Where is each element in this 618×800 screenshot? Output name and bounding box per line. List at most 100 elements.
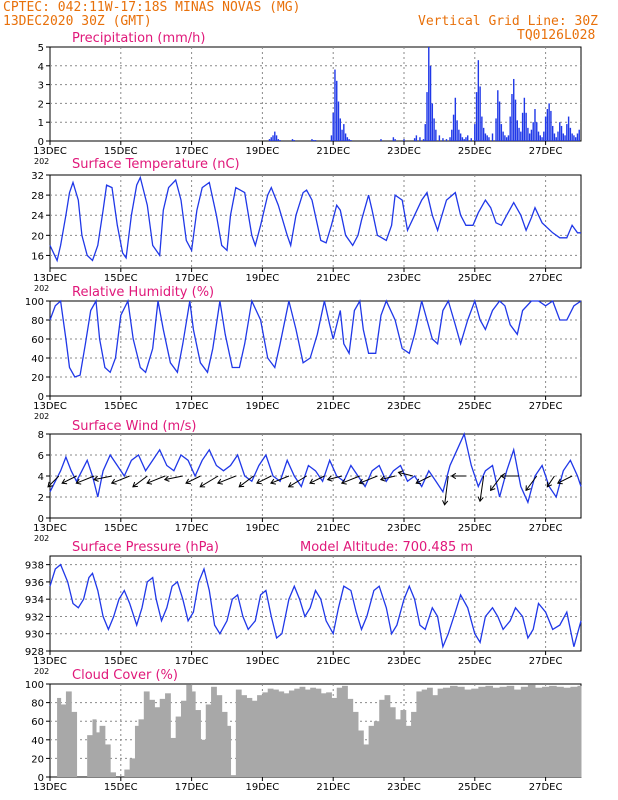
- precip-bar: [578, 129, 580, 141]
- cloud-bar: [347, 698, 354, 777]
- wind-xtick-label: 13DEC: [33, 523, 67, 534]
- precip-bar: [569, 127, 572, 141]
- precip-bar: [424, 124, 426, 141]
- wind-arrow-head: [93, 475, 99, 482]
- cloud-bar: [241, 695, 247, 777]
- precip-bar: [559, 122, 561, 141]
- cloud-bar: [373, 721, 380, 777]
- pres-panel: [46, 555, 582, 655]
- cloud-bar: [405, 725, 412, 777]
- cloud-bar: [195, 710, 201, 777]
- wind-ytick-label: 6: [38, 451, 44, 462]
- cloud-bar: [60, 704, 67, 777]
- pres-ytick-label: 934: [25, 595, 44, 606]
- cloud-bar: [450, 685, 458, 777]
- rh-xtick-label: 21DEC: [316, 401, 350, 412]
- cloud-bar: [246, 697, 253, 777]
- pres-ytick-label: 932: [25, 612, 44, 623]
- temp-panel: [46, 174, 582, 272]
- precip-bar: [314, 140, 317, 141]
- temp-xtick-label: 21DEC: [316, 273, 350, 284]
- precip-bar: [481, 116, 483, 141]
- precip-bar: [274, 131, 276, 141]
- precip-bar: [491, 133, 494, 141]
- cloud-bar: [421, 689, 428, 777]
- pres-ytick-label: 928: [25, 647, 44, 658]
- precip-bar: [470, 138, 472, 141]
- cloud-xtick-label: 27DEC: [529, 782, 563, 793]
- precip-bar: [337, 101, 340, 141]
- cloud-bar: [527, 684, 536, 777]
- wind-arrow-head: [199, 482, 206, 488]
- precip-bar: [270, 137, 272, 141]
- precip-bar: [479, 86, 481, 141]
- cloud-panel: [46, 683, 582, 781]
- cloud-bar: [165, 693, 171, 777]
- wind-xtick-label: 19DEC: [246, 523, 280, 534]
- cloud-bar: [143, 691, 150, 777]
- cloud-bar: [110, 772, 116, 777]
- rh-ytick-label: 20: [31, 373, 44, 384]
- rh-xtick-label: 13DEC: [33, 401, 67, 412]
- pres-xtick-label: 23DEC: [387, 656, 421, 667]
- cloud-bar: [384, 695, 391, 777]
- header-station: CPTEC: 042:11W-17:18S MINAS NOVAS (MG): [3, 0, 301, 15]
- temp-ytick-label: 28: [31, 191, 44, 202]
- wind-arrow-head: [132, 481, 138, 488]
- wind-arrow: [327, 475, 343, 481]
- cloud-bar: [357, 730, 364, 777]
- precip-bar: [520, 131, 522, 141]
- cloud-bar: [99, 725, 106, 777]
- precip-bar: [435, 129, 437, 141]
- precip-xtick-label: 25DEC: [458, 146, 492, 157]
- precip-bar: [555, 137, 557, 141]
- precip-bar: [461, 137, 464, 141]
- precip-bar: [419, 137, 421, 141]
- precip-bar: [513, 78, 515, 141]
- cloud-ytick-label: 0: [38, 773, 44, 784]
- cloud-bar: [129, 758, 136, 777]
- cloud-bar: [170, 737, 177, 777]
- cloud-xtick-label: 13DEC: [33, 782, 67, 793]
- precip-bar: [551, 125, 554, 141]
- precip-bar: [334, 69, 336, 141]
- cloud-bar: [310, 687, 316, 777]
- precip-bar: [341, 129, 343, 141]
- precip-bar: [403, 139, 405, 141]
- cloud-bar: [368, 725, 375, 777]
- wind-arrow-head: [525, 485, 531, 492]
- precip-bar: [275, 135, 278, 141]
- precip-bar: [495, 118, 497, 141]
- precip-ytick-label: 1: [38, 118, 44, 129]
- rh-frame: [49, 300, 582, 397]
- wind-ytick-label: 2: [38, 493, 44, 504]
- precip-bar: [557, 131, 559, 141]
- cloud-bar: [96, 732, 101, 777]
- wind-arrow-head: [397, 470, 404, 477]
- precip-bar: [537, 131, 540, 141]
- cloud-bar: [227, 725, 232, 777]
- wind-arrow-head: [47, 481, 54, 488]
- precip-bar: [536, 122, 538, 141]
- cloud-bar: [149, 699, 155, 777]
- wind-arrow-head: [556, 478, 563, 485]
- cloud-bar: [513, 689, 522, 777]
- cloud-bar: [71, 711, 78, 777]
- wind-arrow: [47, 475, 60, 488]
- cloud-bar: [57, 697, 62, 777]
- cloud-xtick-label: 19DEC: [246, 782, 280, 793]
- header-date: 13DEC2020 30Z (GMT): [3, 14, 152, 29]
- temp-xtick-label: 17DEC: [175, 273, 209, 284]
- cloud-bar: [92, 719, 97, 777]
- wind-arrow: [270, 475, 290, 484]
- wind-ytick-label: 8: [38, 430, 44, 441]
- cloud-bar: [175, 716, 182, 777]
- rh-xtick-label: 17DEC: [175, 401, 209, 412]
- pres-ytick-label: 930: [25, 630, 44, 641]
- wind-arrow: [256, 475, 272, 484]
- precip-bar: [339, 118, 341, 141]
- wind-arrow-head: [442, 500, 449, 506]
- wind-arrow: [398, 471, 413, 477]
- precip-bar: [336, 80, 338, 141]
